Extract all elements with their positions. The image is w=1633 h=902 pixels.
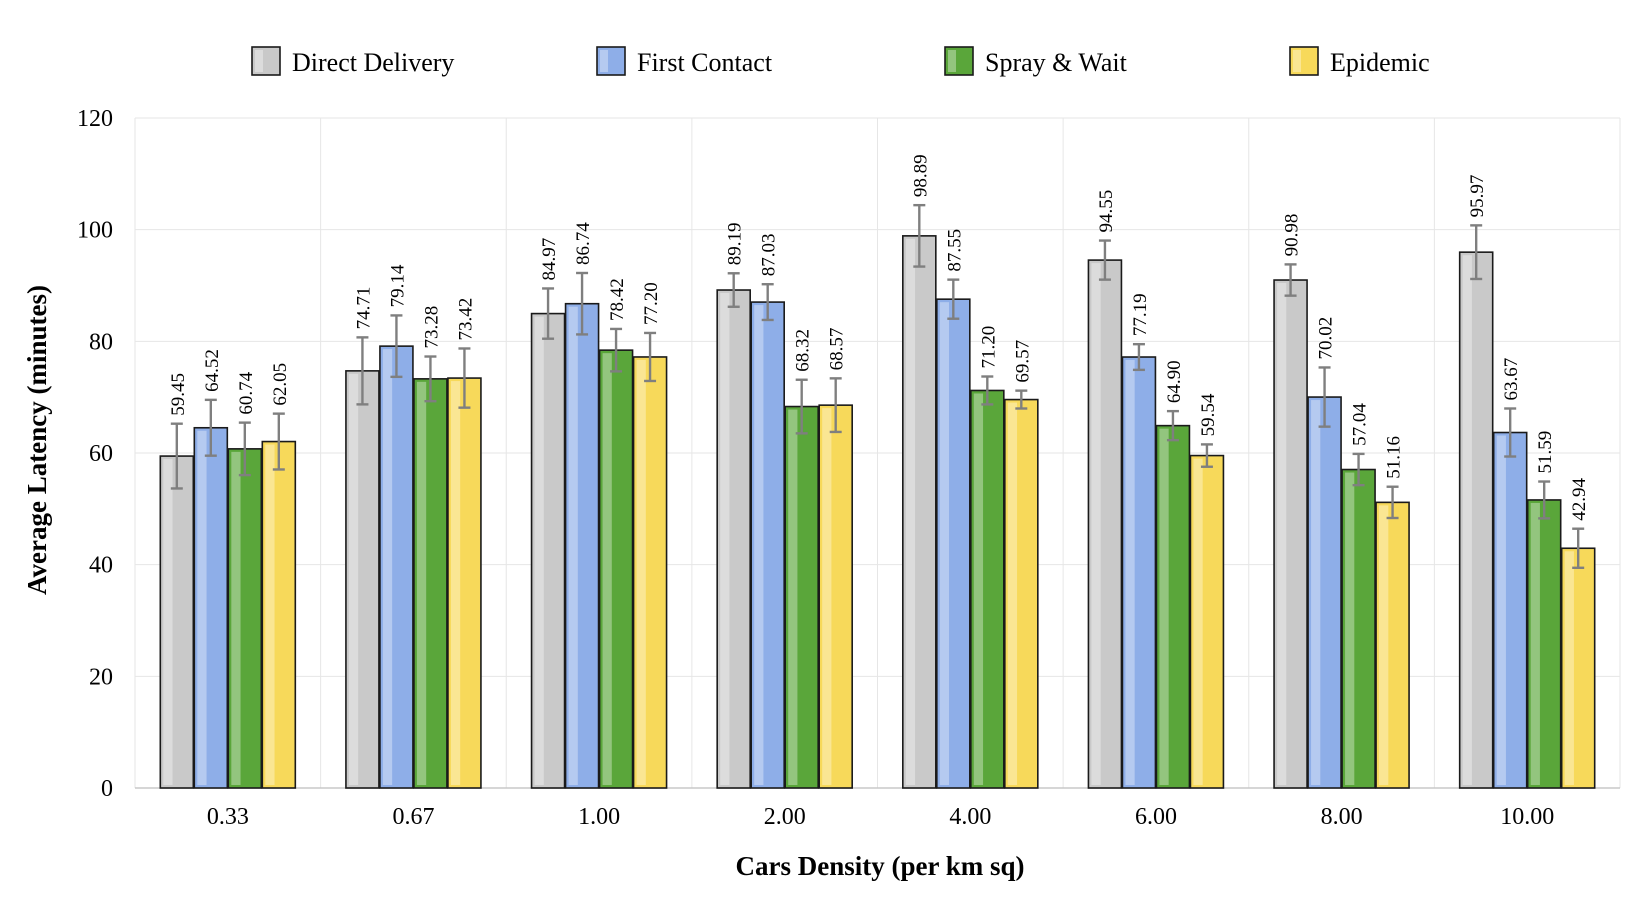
bar	[345, 370, 380, 789]
data-label: 42.94	[1569, 477, 1590, 520]
data-label: 73.28	[421, 306, 442, 349]
y-tick-label: 20	[89, 664, 113, 690]
bar	[530, 312, 566, 789]
data-label: 69.57	[1012, 340, 1033, 383]
data-label: 62.05	[270, 363, 291, 406]
data-label: 68.57	[827, 328, 848, 371]
x-tick-label: 4.00	[949, 804, 991, 830]
bar	[159, 455, 195, 789]
bar	[1189, 454, 1225, 789]
bar	[1492, 431, 1528, 789]
data-label: 63.67	[1501, 358, 1522, 401]
x-tick-label: 10.00	[1500, 804, 1554, 830]
data-label: 87.55	[944, 229, 965, 272]
bar	[784, 405, 819, 789]
data-label: 64.52	[202, 349, 223, 392]
legend-swatch	[251, 46, 281, 76]
x-tick-label: 0.33	[207, 804, 249, 830]
legend-label: Spray & Wait	[985, 48, 1128, 77]
data-label: 60.74	[236, 371, 257, 414]
x-tick-label: 2.00	[764, 804, 806, 830]
legend-label: First Contact	[637, 48, 773, 77]
bar	[1341, 468, 1376, 789]
data-label: 94.55	[1096, 190, 1117, 233]
bar	[1307, 396, 1342, 789]
x-tick-label: 8.00	[1321, 804, 1363, 830]
data-label: 74.71	[353, 287, 374, 330]
data-label: 51.16	[1384, 436, 1405, 479]
bar	[1121, 356, 1157, 789]
bar	[447, 377, 482, 789]
legend-swatch	[1289, 46, 1319, 76]
bar	[1375, 501, 1410, 789]
data-label: 77.20	[641, 282, 662, 325]
bar	[379, 345, 414, 789]
bar	[227, 448, 263, 789]
bar	[598, 349, 634, 789]
bar	[1155, 424, 1191, 789]
bar	[632, 356, 668, 789]
y-tick-label: 120	[77, 106, 113, 132]
bar	[936, 298, 971, 789]
data-label: 73.42	[455, 298, 476, 341]
data-label: 95.97	[1467, 175, 1488, 218]
legend-label: Direct Delivery	[292, 48, 454, 77]
bar	[818, 404, 853, 789]
data-label: 59.54	[1198, 393, 1219, 436]
data-label: 57.04	[1350, 403, 1371, 446]
bar	[750, 301, 785, 789]
legend-swatch	[944, 46, 974, 76]
legend-swatch	[596, 46, 626, 76]
legend: Direct Delivery First Contact Spray & Wait…	[251, 46, 1430, 77]
data-label: 84.97	[539, 238, 560, 281]
data-label: 64.90	[1164, 360, 1185, 403]
bar	[1273, 279, 1308, 789]
legend-label: Epidemic	[1330, 48, 1430, 77]
x-tick-label: 0.67	[392, 804, 434, 830]
y-axis-title: Average Latency (minutes)	[22, 285, 52, 595]
bar	[193, 426, 229, 789]
y-tick-label: 40	[89, 553, 113, 579]
data-label: 90.98	[1282, 214, 1303, 257]
data-label: 70.02	[1316, 317, 1337, 360]
x-tick-label: 6.00	[1135, 804, 1177, 830]
y-tick-label: 0	[101, 776, 113, 802]
data-label: 79.14	[387, 264, 408, 307]
data-label: 77.19	[1130, 293, 1151, 336]
y-tick-label: 60	[89, 441, 113, 467]
y-tick-label: 80	[89, 329, 113, 355]
bar	[902, 235, 937, 789]
data-label: 78.42	[607, 278, 628, 321]
data-label: 51.59	[1535, 431, 1556, 474]
bar	[970, 389, 1005, 789]
axes: 0 20 40 60 80 100 120 0.33 0.67 1.00 2.00 4.00 6.00 8…	[77, 106, 1620, 830]
x-tick-label: 1.00	[578, 804, 620, 830]
data-label: 98.89	[910, 154, 931, 197]
bar	[716, 289, 751, 789]
bar	[1087, 259, 1123, 789]
bar	[564, 302, 600, 789]
bar	[1526, 499, 1562, 789]
y-tick-label: 100	[77, 218, 113, 244]
data-label: 89.19	[725, 223, 746, 266]
data-label: 68.32	[793, 329, 814, 372]
data-label: 87.03	[759, 233, 780, 276]
bar	[413, 378, 448, 789]
data-label: 86.74	[573, 222, 594, 265]
bar	[1004, 398, 1039, 789]
bar	[261, 440, 297, 789]
bar	[1458, 251, 1494, 789]
bar	[1560, 547, 1596, 789]
data-label: 71.20	[978, 326, 999, 369]
data-label: 59.45	[168, 373, 189, 416]
x-axis-title: Cars Density (per km sq)	[736, 851, 1025, 881]
